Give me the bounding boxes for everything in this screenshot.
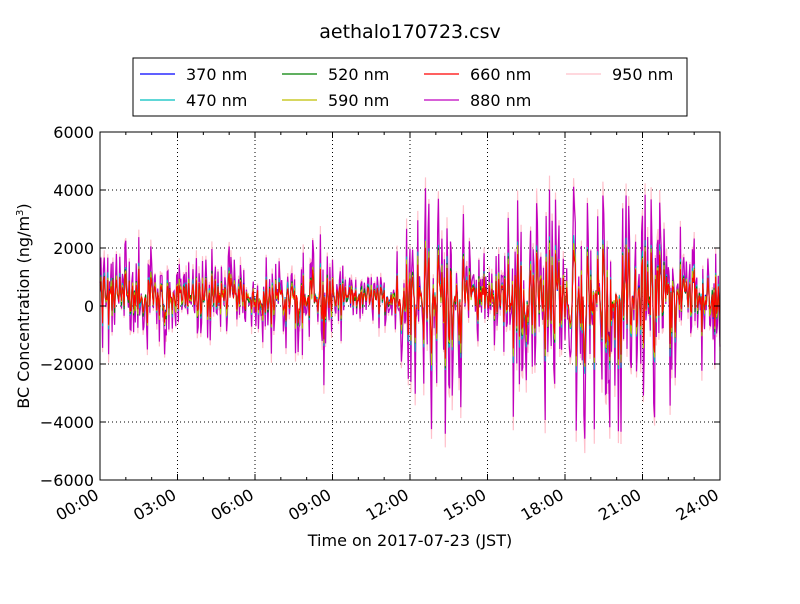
grid-layer (100, 132, 720, 480)
legend-label-950-nm: 950 nm (612, 65, 673, 84)
legend-label-590-nm: 590 nm (328, 91, 389, 110)
y-axis-title-close: ) (14, 203, 33, 209)
y-tick-label: 2000 (53, 239, 94, 258)
chart-title: aethalo170723.csv (319, 21, 501, 43)
legend-label-520-nm: 520 nm (328, 65, 389, 84)
legend-label-880-nm: 880 nm (470, 91, 531, 110)
series-line-660-nm (99, 247, 721, 364)
y-tick-label: −2000 (40, 355, 94, 374)
legend-label-660-nm: 660 nm (470, 65, 531, 84)
plot-area (99, 175, 721, 454)
legend-frame (132, 57, 688, 117)
legend-label-470-nm: 470 nm (186, 91, 247, 110)
y-axis-title: BC Concentration (ng/m3) (14, 203, 33, 408)
series-line-590-nm (99, 240, 721, 367)
x-axis-title: Time on 2017-07-23 (JST) (307, 531, 512, 550)
y-axis-title-superscript: 3 (15, 210, 26, 216)
y-axis-title-main: BC Concentration (ng/m (14, 216, 33, 409)
legend-label-370-nm: 370 nm (186, 65, 247, 84)
y-tick-label: −6000 (40, 471, 94, 490)
y-tick-label: 6000 (53, 123, 94, 142)
y-tick-label: −4000 (40, 413, 94, 432)
y-tick-label: 4000 (53, 181, 94, 200)
legend: 370 nm 470 nm 520 nm 590 nm 660 nm 880 nm 950 … (132, 57, 688, 117)
y-tick-label: 0 (84, 297, 94, 316)
